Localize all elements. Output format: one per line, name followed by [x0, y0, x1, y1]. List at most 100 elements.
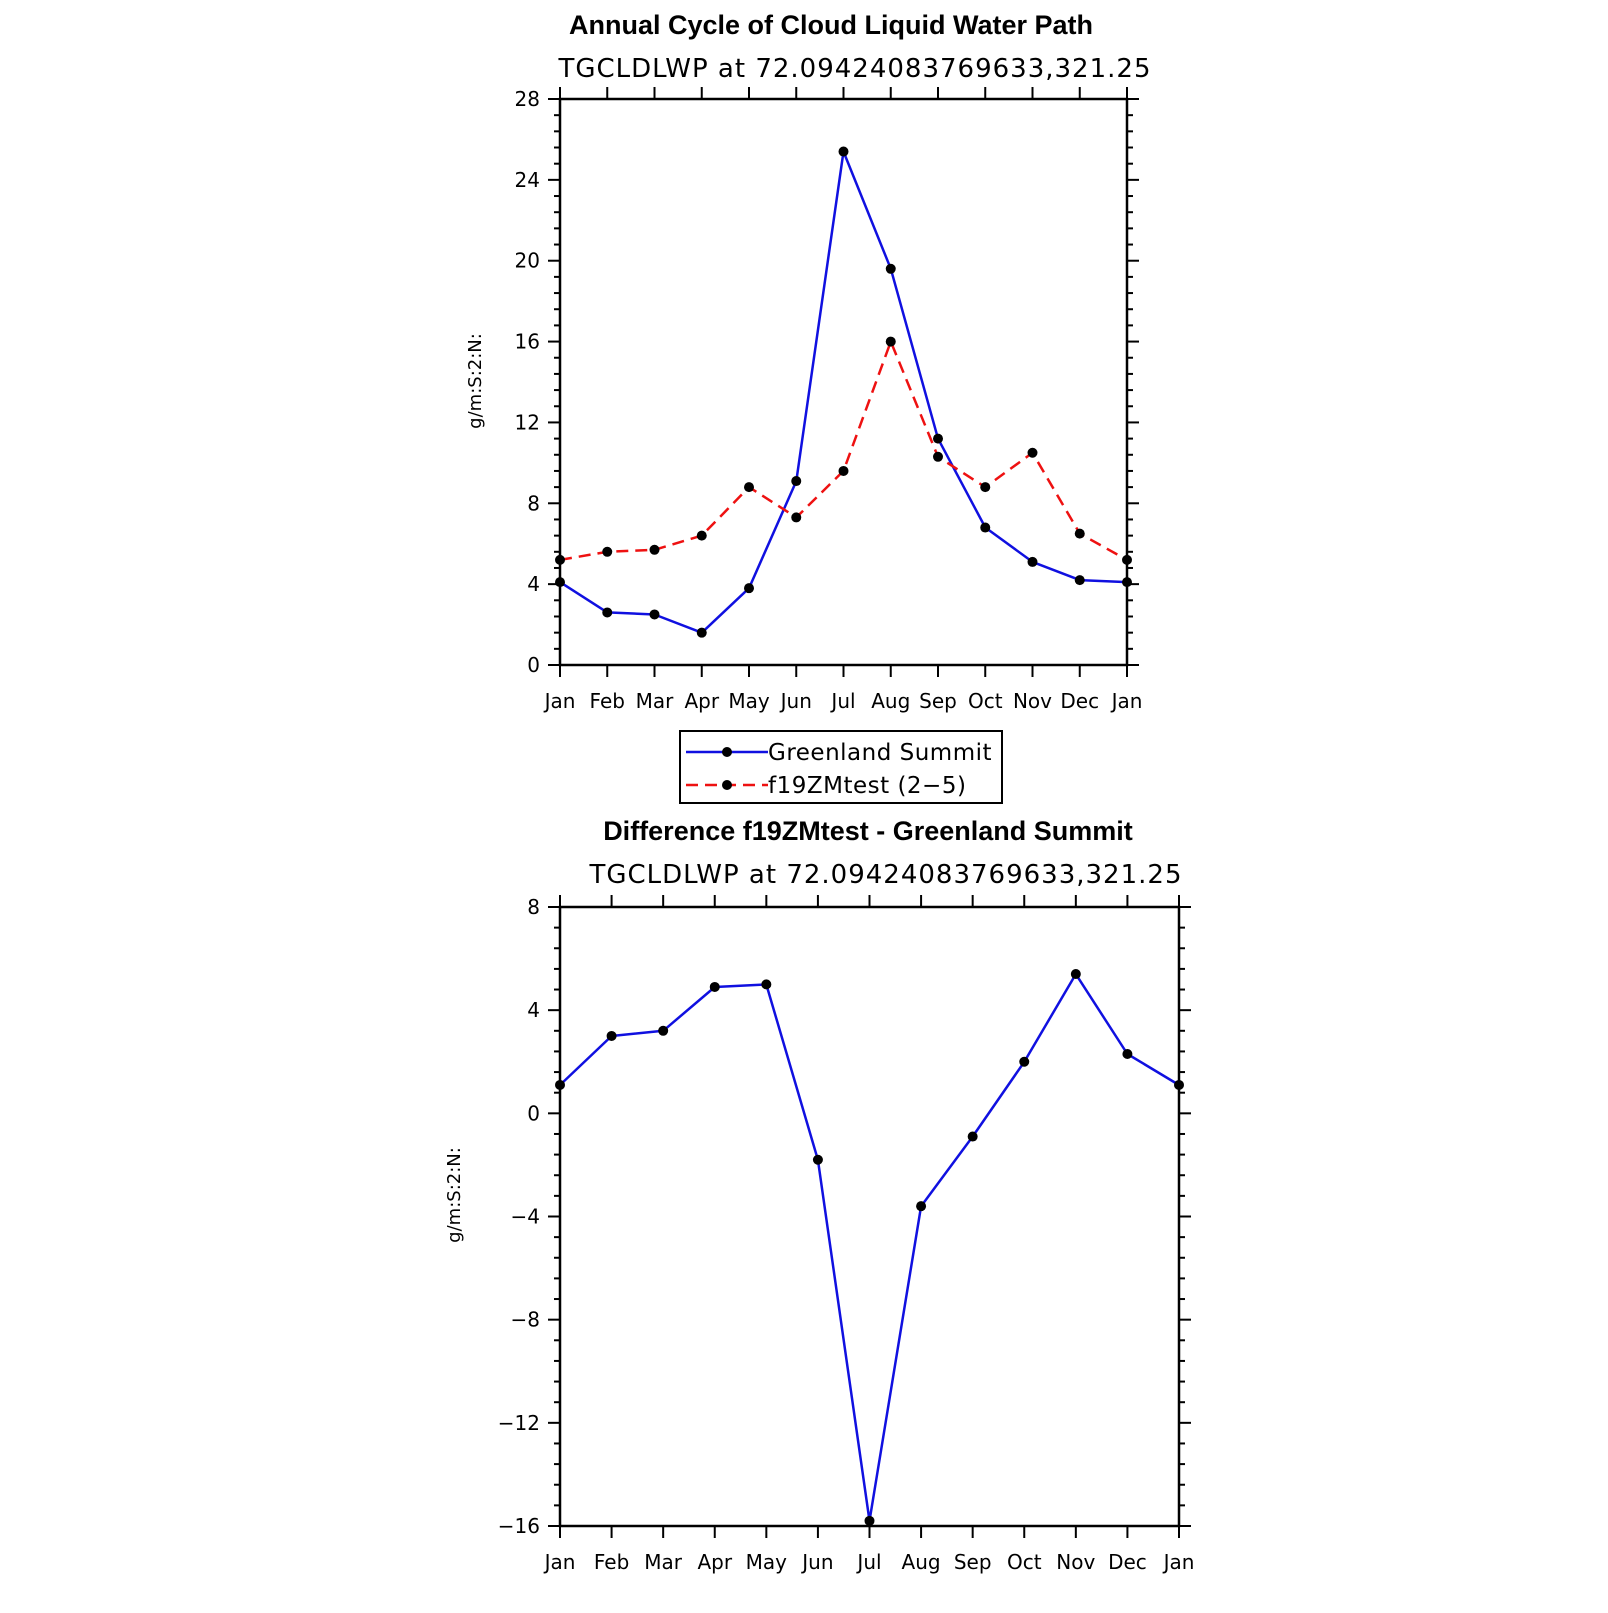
series-line-f19zmtest-2-5: [559, 340, 1128, 562]
legend-item-greenland-summit: Greenland Summit: [686, 740, 992, 766]
x-tick-label: Aug: [902, 1550, 941, 1574]
legend: Greenland Summit f19ZMtest (2−5): [679, 730, 1003, 804]
data-point-greenland-summit: [838, 146, 849, 157]
y-tick-label: 20: [515, 249, 540, 273]
data-point-greenland-summit: [744, 583, 754, 594]
x-tick-label: Feb: [590, 689, 625, 713]
x-tick-label: Sep: [954, 1550, 992, 1574]
data-point-f19zmtest-2-5: [933, 451, 943, 462]
y-tick-label: −12: [498, 1411, 540, 1435]
data-point-greenland-summit: [933, 433, 943, 444]
y-tick-label: −8: [511, 1308, 540, 1332]
data-point-f19zmtest-2-5: [555, 554, 565, 565]
data-point-greenland-summit: [696, 627, 707, 638]
x-tick-label: Nov: [1013, 689, 1052, 713]
x-tick-label: Oct: [968, 689, 1003, 713]
data-point-series-0: [761, 979, 772, 990]
y-tick-label: 0: [527, 653, 540, 677]
data-point-f19zmtest-2-5: [1122, 554, 1132, 565]
x-tick-label: Aug: [871, 689, 910, 713]
y-tick-label: 0: [527, 1101, 540, 1125]
plot-frame: [558, 97, 1129, 667]
chart-title: Difference f19ZMtest - Greenland Summit: [603, 816, 1133, 846]
data-point-greenland-summit: [1074, 575, 1085, 586]
x-tick-label: Jul: [855, 1550, 881, 1574]
series-line-greenland-summit: [559, 150, 1128, 634]
x-tick-label: Feb: [594, 1550, 629, 1574]
data-point-series-0: [1122, 1049, 1133, 1060]
data-point-series-0: [1174, 1079, 1184, 1090]
x-tick-label: Jul: [829, 689, 855, 713]
data-point-f19zmtest-2-5: [980, 482, 991, 493]
x-tick-label: Mar: [636, 689, 675, 713]
data-point-f19zmtest-2-5: [602, 546, 613, 557]
legend-label-greenland-summit: Greenland Summit: [768, 740, 992, 766]
series-layer: [555, 146, 1132, 638]
y-tick-label: −4: [511, 1205, 540, 1229]
y-tick-label: 8: [527, 491, 540, 515]
legend-label-f19zmtest: f19ZMtest (2−5): [768, 773, 966, 799]
data-point-f19zmtest-2-5: [1027, 447, 1038, 458]
x-tick-label: May: [728, 689, 770, 713]
data-point-series-0: [1070, 969, 1081, 980]
data-point-greenland-summit: [649, 609, 660, 620]
y-tick-label: 4: [527, 572, 540, 596]
data-point-series-0: [916, 1201, 927, 1212]
data-point-f19zmtest-2-5: [791, 512, 802, 523]
data-point-series-0: [658, 1025, 669, 1036]
x-tick-label: Jun: [779, 689, 812, 713]
legend-box: [679, 730, 1003, 804]
x-tick-label: Jan: [543, 689, 576, 713]
y-tick-label: 4: [527, 998, 540, 1022]
y-axis-label: g/m:S:2:N:: [444, 1147, 465, 1243]
x-tick-label: Apr: [697, 1550, 732, 1574]
series-line-series-0: [559, 972, 1180, 1523]
x-tick-label: Apr: [684, 689, 719, 713]
data-point-f19zmtest-2-5: [696, 530, 707, 541]
data-point-greenland-summit: [1027, 556, 1038, 567]
chart-subtitle: TGCLDLWP at 72.09424083769633,321.25: [557, 54, 1151, 84]
data-point-greenland-summit: [980, 522, 991, 533]
x-tick-label: Dec: [1108, 1550, 1147, 1574]
axes: 0 4 8 12 16 20 24 28 Jan Feb Mar Apr May Jun Jul Aug Sep…: [515, 87, 1143, 713]
data-point-series-0: [1019, 1056, 1030, 1067]
y-tick-label: 28: [515, 87, 540, 111]
x-tick-label: Oct: [1007, 1550, 1042, 1574]
y-tick-label: 16: [515, 330, 540, 354]
y-tick-label: 12: [515, 410, 540, 434]
x-tick-label: May: [746, 1550, 788, 1574]
legend-item-f19zmtest: f19ZMtest (2−5): [686, 773, 966, 799]
x-tick-label: Jan: [1162, 1550, 1195, 1574]
chart-subtitle: TGCLDLWP at 72.09424083769633,321.25: [588, 860, 1182, 890]
y-tick-label: 24: [515, 168, 540, 192]
y-tick-label: 8: [527, 895, 540, 919]
data-point-f19zmtest-2-5: [838, 465, 849, 476]
chart-title: Annual Cycle of Cloud Liquid Water Path: [569, 10, 1093, 40]
series-layer: [555, 969, 1184, 1526]
data-point-f19zmtest-2-5: [744, 482, 754, 493]
x-tick-label: Jun: [800, 1550, 833, 1574]
data-point-series-0: [555, 1079, 565, 1090]
data-point-series-0: [812, 1154, 823, 1165]
data-point-f19zmtest-2-5: [649, 544, 660, 555]
data-point-f19zmtest-2-5: [885, 336, 896, 347]
x-tick-label: Dec: [1060, 689, 1099, 713]
x-tick-label: Nov: [1056, 1550, 1095, 1574]
axes: −16 −12 −8 −4 0 4 8 Jan Feb Mar Apr May Jun Jul Aug Sep…: [498, 895, 1195, 1574]
x-tick-label: Sep: [919, 689, 957, 713]
data-point-series-0: [864, 1515, 875, 1526]
plot-frame: [558, 905, 1181, 1528]
x-tick-label: Jan: [543, 1550, 576, 1574]
data-point-greenland-summit: [555, 577, 565, 588]
y-axis-label: g/m:S:2:N:: [465, 333, 486, 429]
legend-marker-f19zmtest: [722, 780, 732, 790]
legend-marker-greenland-summit: [722, 747, 732, 757]
data-point-greenland-summit: [1122, 577, 1132, 588]
difference-chart: Difference f19ZMtest - Greenland Summit …: [444, 816, 1194, 1574]
x-tick-label: Jan: [1110, 689, 1143, 713]
data-point-series-0: [606, 1030, 617, 1041]
data-point-greenland-summit: [602, 607, 613, 618]
x-tick-label: Mar: [644, 1550, 683, 1574]
